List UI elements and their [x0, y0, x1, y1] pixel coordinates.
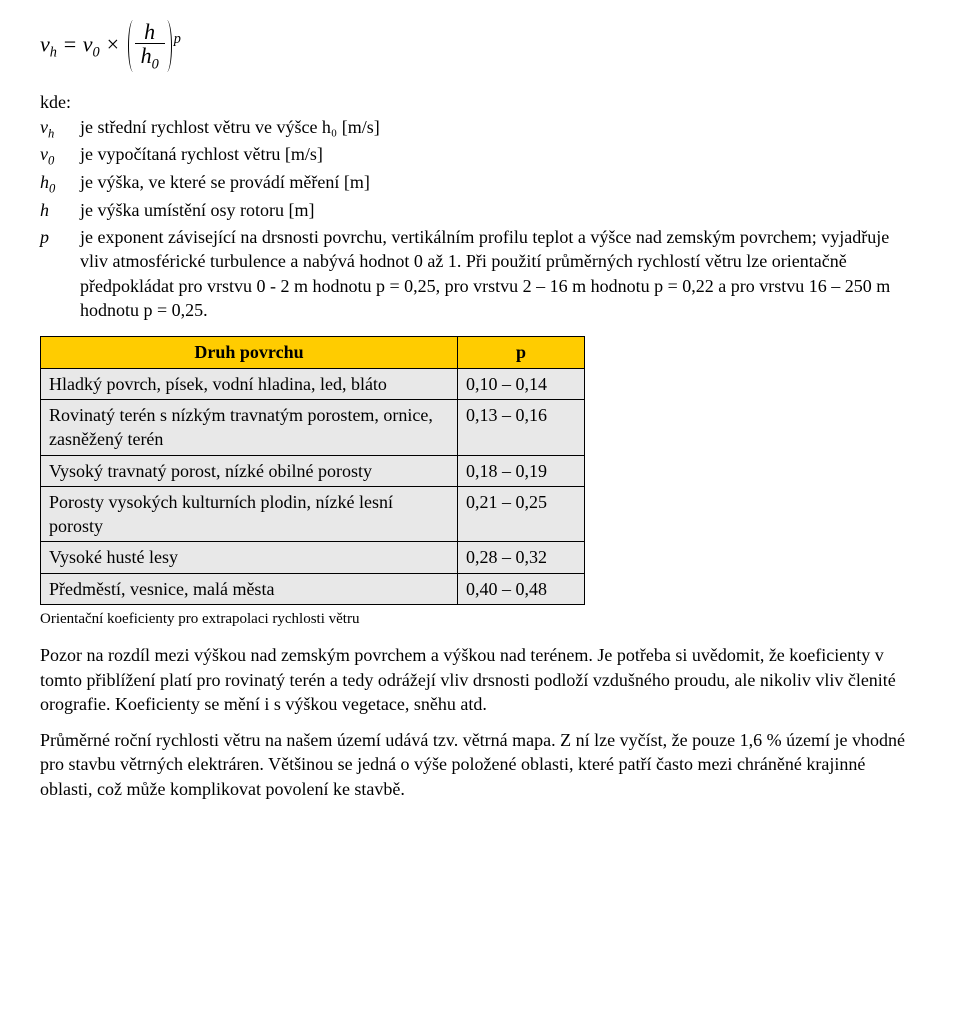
- def-symbol: p: [40, 225, 80, 322]
- def-text: je výška umístění osy rotoru [m]: [80, 198, 920, 226]
- p-cell: 0,40 – 0,48: [458, 573, 585, 604]
- table-header-row: Druh povrchu p: [41, 337, 585, 368]
- def-row: h je výška umístění osy rotoru [m]: [40, 198, 920, 226]
- header-p: p: [458, 337, 585, 368]
- def-text: je vypočítaná rychlost větru [m/s]: [80, 142, 920, 170]
- def-symbol: v0: [40, 142, 80, 170]
- lhs-var: v: [40, 31, 50, 56]
- mult-sign: ×: [105, 31, 120, 56]
- table-caption: Orientační koeficienty pro extrapolaci r…: [40, 609, 920, 629]
- table-row: Porosty vysokých kulturních plodin, nízk…: [41, 486, 585, 542]
- header-surface: Druh povrchu: [41, 337, 458, 368]
- def-text: je výška, ve které se provádí měření [m]: [80, 170, 920, 198]
- def-row: v0 je vypočítaná rychlost větru [m/s]: [40, 142, 920, 170]
- surface-cell: Vysoký travnatý porost, nízké obilné por…: [41, 455, 458, 486]
- def-text: je střední rychlost větru ve výšce h₀ [m…: [80, 115, 920, 143]
- fraction: h h0: [135, 20, 165, 72]
- exponent: p: [174, 30, 181, 49]
- table-row: Hladký povrch, písek, vodní hladina, led…: [41, 368, 585, 399]
- definitions-block: kde: vh je střední rychlost větru ve výš…: [40, 90, 920, 322]
- surface-cell: Hladký povrch, písek, vodní hladina, led…: [41, 368, 458, 399]
- table-row: Vysoké husté lesy0,28 – 0,32: [41, 542, 585, 573]
- def-row: vh je střední rychlost větru ve výšce h₀…: [40, 115, 920, 143]
- frac-num: h: [135, 20, 165, 44]
- def-symbol: h0: [40, 170, 80, 198]
- surface-cell: Rovinatý terén s nízkým travnatým porost…: [41, 399, 458, 455]
- surface-cell: Předměstí, vesnice, malá města: [41, 573, 458, 604]
- rhs-sub: 0: [93, 45, 100, 61]
- equals: =: [62, 31, 77, 56]
- def-symbol: h: [40, 198, 80, 226]
- p-cell: 0,18 – 0,19: [458, 455, 585, 486]
- table-row: Vysoký travnatý porost, nízké obilné por…: [41, 455, 585, 486]
- coefficients-table: Druh povrchu p Hladký povrch, písek, vod…: [40, 336, 585, 605]
- table-row: Předměstí, vesnice, malá města0,40 – 0,4…: [41, 573, 585, 604]
- surface-cell: Porosty vysokých kulturních plodin, nízk…: [41, 486, 458, 542]
- def-row: h0 je výška, ve které se provádí měření …: [40, 170, 920, 198]
- table-row: Rovinatý terén s nízkým travnatým porost…: [41, 399, 585, 455]
- p-cell: 0,13 – 0,16: [458, 399, 585, 455]
- paragraph-2: Průměrné roční rychlosti větru na našem …: [40, 728, 920, 801]
- def-symbol: vh: [40, 115, 80, 143]
- rhs-var: v: [83, 31, 93, 56]
- lhs-sub: h: [50, 45, 57, 61]
- paragraph-1: Pozor na rozdíl mezi výškou nad zemským …: [40, 643, 920, 716]
- def-row: p je exponent závisející na drsnosti pov…: [40, 225, 920, 322]
- surface-cell: Vysoké husté lesy: [41, 542, 458, 573]
- p-cell: 0,10 – 0,14: [458, 368, 585, 399]
- p-cell: 0,28 – 0,32: [458, 542, 585, 573]
- frac-den: h0: [135, 44, 165, 72]
- paren-group: h h0: [128, 20, 172, 72]
- def-text: je exponent závisející na drsnosti povrc…: [80, 225, 920, 322]
- kde-label: kde:: [40, 90, 920, 114]
- power-law-formula: vh = v0 × h h0 p: [40, 20, 920, 72]
- p-cell: 0,21 – 0,25: [458, 486, 585, 542]
